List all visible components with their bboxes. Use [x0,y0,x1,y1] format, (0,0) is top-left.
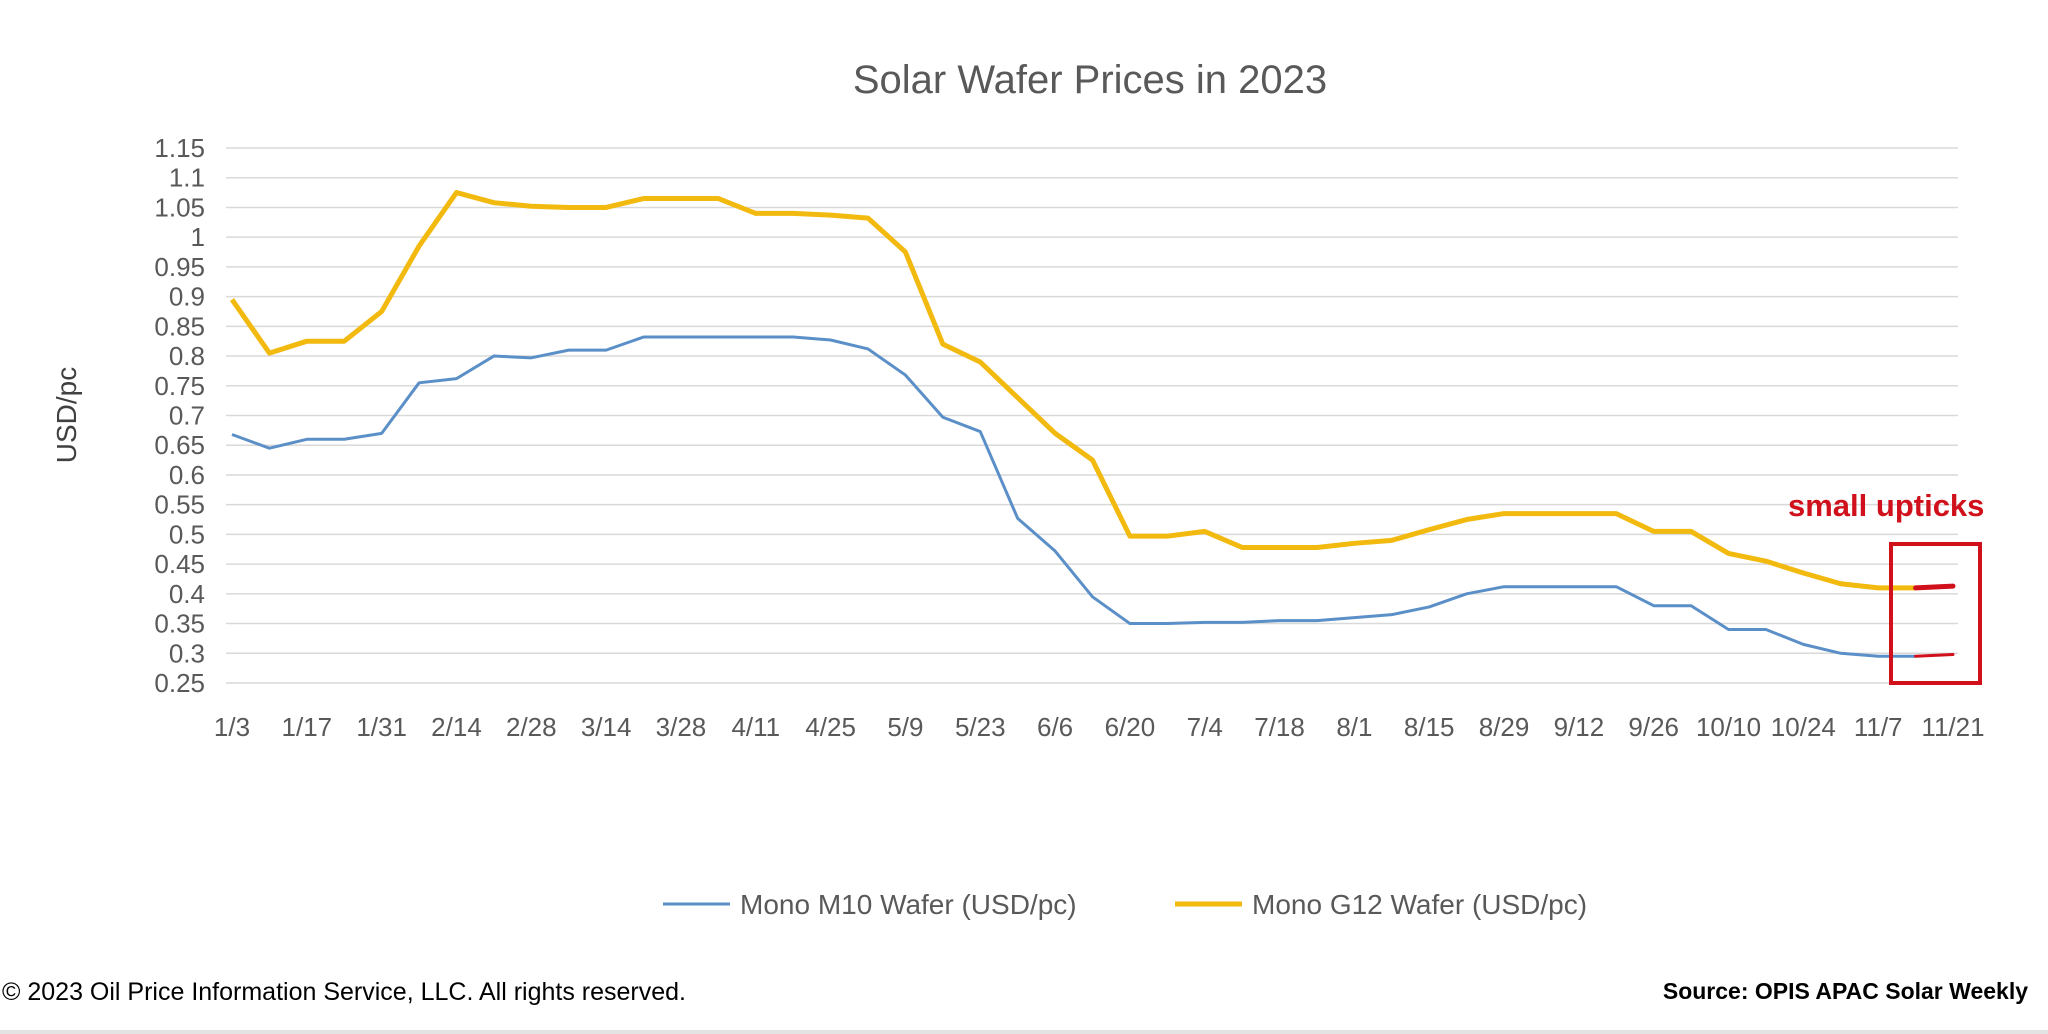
x-tick-label: 5/9 [887,712,923,742]
x-tick-label: 6/6 [1037,712,1073,742]
x-tick-label: 4/25 [805,712,856,742]
x-tick-label: 9/12 [1554,712,1605,742]
y-tick-label: 0.35 [154,609,205,639]
y-tick-label: 0.45 [154,549,205,579]
uptick-segment-m10 [1914,652,1955,658]
x-tick-label: 11/21 [1921,712,1984,742]
x-tick-label: 10/10 [1696,712,1761,742]
y-tick-label: 1.05 [154,192,205,222]
x-tick-label: 3/14 [581,712,632,742]
annotation-box [1889,542,1982,685]
x-tick-label: 1/17 [282,712,333,742]
y-tick-label: 1.1 [169,163,205,193]
y-tick-label: 1.15 [154,133,205,163]
x-tick-label: 2/28 [506,712,557,742]
x-tick-label: 2/14 [431,712,482,742]
x-tick-label: 7/4 [1187,712,1223,742]
x-tick-label: 8/1 [1336,712,1372,742]
x-tick-label: 1/31 [356,712,407,742]
legend-label-m10: Mono M10 Wafer (USD/pc) [740,889,1077,920]
x-tick-label: 8/15 [1404,712,1455,742]
source-text: Source: OPIS APAC Solar Weekly [1662,978,2028,1004]
y-tick-label: 0.25 [154,668,205,698]
series-lines [229,190,1956,658]
y-tick-label: 1 [191,222,205,252]
bottom-border [0,1030,2048,1034]
x-tick-label: 11/7 [1854,712,1903,742]
x-tick-label: 9/26 [1628,712,1679,742]
legend-label-g12: Mono G12 Wafer (USD/pc) [1252,889,1587,920]
x-tick-label: 4/11 [731,712,780,742]
y-tick-label: 0.7 [169,401,205,431]
x-tick-label: 6/20 [1105,712,1156,742]
y-tick-label: 0.8 [169,341,205,371]
y-tick-label: 0.95 [154,252,205,282]
series-line-g12 [229,190,1916,591]
y-axis-label: USD/pc [51,367,82,463]
annotation-text: small upticks [1788,488,1984,523]
series-line-m10 [231,335,1916,658]
copyright-text: © 2023 Oil Price Information Service, LL… [2,978,686,1006]
annotation: small upticks [1788,488,1984,685]
y-tick-label: 0.5 [169,519,205,549]
y-tick-label: 0.75 [154,371,205,401]
chart-title: Solar Wafer Prices in 2023 [853,58,1327,102]
x-tick-label: 8/29 [1479,712,1530,742]
y-tick-label: 0.3 [169,638,205,668]
legend: Mono M10 Wafer (USD/pc) Mono G12 Wafer (… [663,889,1587,920]
x-tick-label: 1/3 [214,712,250,742]
uptick-segment-g12 [1913,583,1956,591]
y-tick-label: 0.6 [169,460,205,490]
x-tick-label: 5/23 [955,712,1006,742]
x-tick-labels: 1/3 1/17 1/31 2/14 2/28 3/14 3/28 4/11 4/25 5/9 5/… [214,712,1985,742]
y-tick-label: 0.85 [154,311,205,341]
gridlines [226,147,1958,684]
y-tick-label: 0.65 [154,430,205,460]
y-tick-label: 0.4 [169,579,205,609]
x-tick-label: 3/28 [656,712,707,742]
y-tick-label: 0.55 [154,490,205,520]
x-tick-label: 10/24 [1771,712,1836,742]
x-tick-label: 7/18 [1254,712,1305,742]
y-tick-label: 0.9 [169,282,205,312]
y-tick-labels: 0.250.30.350.40.450.50.550.60.650.70.750… [154,133,205,698]
